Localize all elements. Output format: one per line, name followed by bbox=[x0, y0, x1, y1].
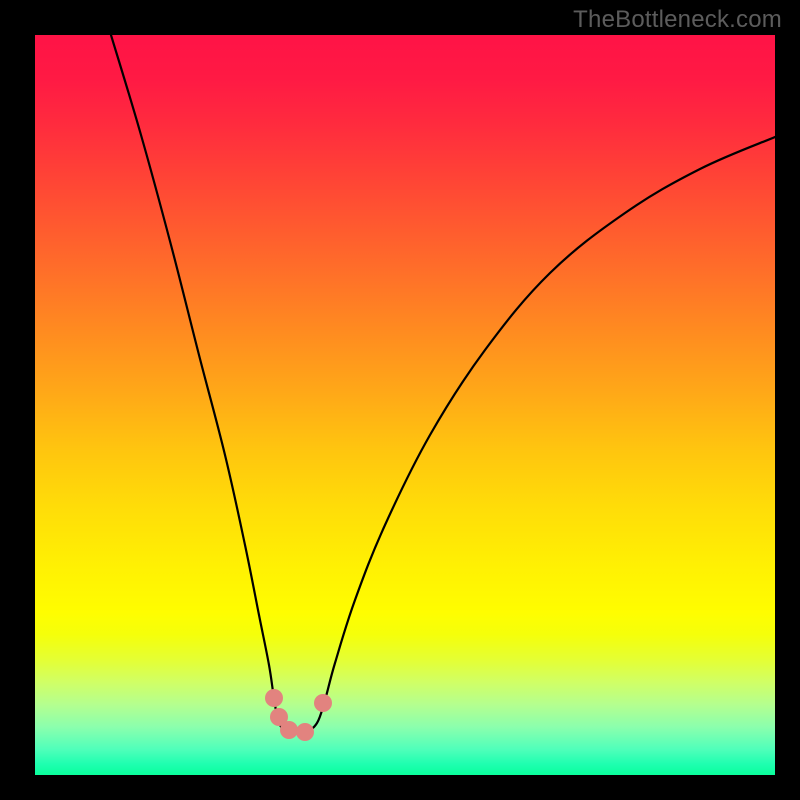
plot-frame bbox=[35, 35, 775, 775]
curve-marker-3 bbox=[296, 723, 314, 741]
curve-marker-0 bbox=[265, 689, 283, 707]
watermark-text: TheBottleneck.com bbox=[573, 6, 782, 34]
curve-marker-4 bbox=[314, 694, 332, 712]
plot-area bbox=[35, 35, 775, 775]
curve-markers bbox=[35, 35, 775, 775]
